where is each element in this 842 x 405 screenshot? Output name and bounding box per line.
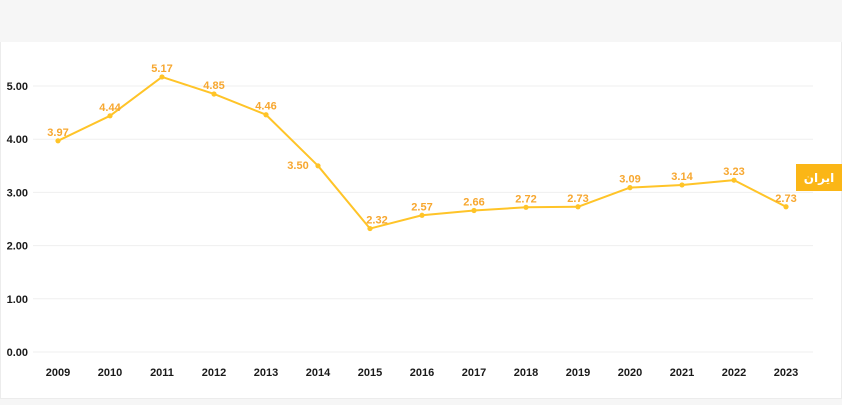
y-tick-label: 2.00 bbox=[7, 241, 28, 253]
data-label: 5.17 bbox=[151, 63, 172, 75]
data-label: 2.57 bbox=[411, 201, 432, 213]
data-point[interactable] bbox=[419, 212, 425, 218]
x-tick-label: 2009 bbox=[46, 367, 70, 379]
data-point[interactable] bbox=[211, 91, 217, 97]
x-tick-label: 2022 bbox=[722, 367, 746, 379]
x-tick-label: 2012 bbox=[202, 367, 226, 379]
x-tick-label: 2019 bbox=[566, 367, 590, 379]
data-label: 2.66 bbox=[463, 196, 484, 208]
x-tick-label: 2020 bbox=[618, 367, 642, 379]
data-point[interactable] bbox=[55, 138, 61, 144]
x-tick-label: 2014 bbox=[306, 367, 331, 379]
data-label: 2.73 bbox=[775, 193, 796, 205]
data-point[interactable] bbox=[315, 163, 321, 169]
data-label: 3.97 bbox=[47, 127, 68, 139]
data-label: 3.23 bbox=[723, 166, 744, 178]
data-point[interactable] bbox=[783, 204, 789, 210]
data-label: 3.50 bbox=[287, 160, 308, 172]
x-tick-label: 2018 bbox=[514, 367, 538, 379]
x-tick-label: 2015 bbox=[358, 367, 382, 379]
data-point[interactable] bbox=[367, 225, 373, 232]
y-tick-label: 0.00 bbox=[7, 347, 28, 359]
data-point[interactable] bbox=[575, 204, 581, 210]
series-badge-iran: ايران bbox=[796, 164, 842, 191]
data-point[interactable] bbox=[263, 112, 269, 118]
x-tick-label: 2013 bbox=[254, 367, 278, 379]
data-label: 4.46 bbox=[255, 101, 276, 113]
x-tick-label: 2010 bbox=[98, 367, 122, 379]
data-label: 2.32 bbox=[366, 215, 387, 227]
data-label: 4.44 bbox=[99, 102, 121, 114]
data-point[interactable] bbox=[679, 182, 685, 188]
y-tick-label: 5.00 bbox=[7, 81, 28, 93]
data-point[interactable] bbox=[731, 177, 737, 183]
y-tick-label: 3.00 bbox=[7, 187, 28, 199]
x-tick-label: 2011 bbox=[150, 367, 174, 379]
data-point[interactable] bbox=[471, 207, 477, 214]
data-point[interactable] bbox=[159, 74, 165, 80]
x-tick-label: 2021 bbox=[670, 367, 694, 379]
data-label: 2.72 bbox=[515, 193, 536, 205]
y-tick-label: 4.00 bbox=[7, 134, 28, 146]
data-point[interactable] bbox=[627, 185, 633, 191]
x-tick-label: 2016 bbox=[410, 367, 434, 379]
x-tick-label: 2023 bbox=[774, 367, 798, 379]
data-point[interactable] bbox=[523, 204, 529, 210]
data-label: 3.09 bbox=[619, 174, 640, 186]
data-label: 4.85 bbox=[203, 80, 224, 92]
data-point[interactable] bbox=[107, 113, 113, 119]
data-label: 2.73 bbox=[567, 193, 588, 205]
line-chart-card bbox=[0, 42, 842, 399]
y-tick-label: 1.00 bbox=[7, 294, 28, 306]
data-label: 3.14 bbox=[671, 171, 693, 183]
x-tick-label: 2017 bbox=[462, 367, 486, 379]
